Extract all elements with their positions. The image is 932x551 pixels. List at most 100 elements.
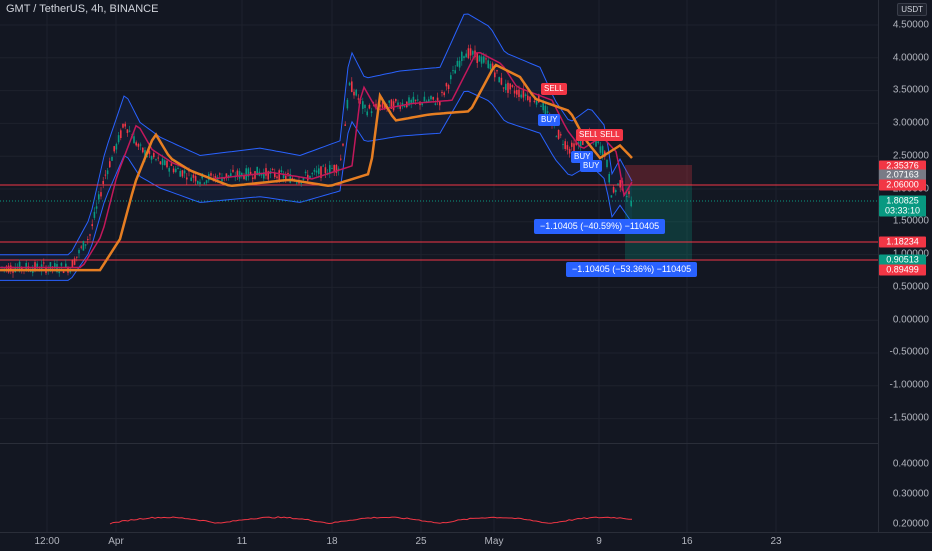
candle-body (571, 142, 573, 147)
candle-body (608, 173, 610, 183)
candle-body (520, 94, 522, 98)
price-label: 3.50000 (892, 84, 929, 96)
price-label: 1.00000 (893, 249, 929, 260)
candle-body (628, 191, 630, 195)
pane-divider[interactable] (0, 443, 932, 444)
price-label: -1.50000 (889, 412, 929, 424)
candle-body (241, 172, 243, 177)
time-label: 12:00 (34, 536, 60, 547)
candle-body (467, 48, 470, 59)
candle-body (144, 150, 146, 158)
candle-body (333, 164, 335, 172)
candle-body (12, 271, 14, 273)
candle-body (106, 170, 109, 175)
candle-body (491, 63, 494, 69)
candlestick-chart[interactable] (0, 0, 878, 532)
candle-body (412, 96, 415, 103)
candle-body (256, 166, 258, 176)
candle-body (124, 123, 126, 127)
candle-body (197, 181, 199, 184)
time-label: 18 (326, 536, 338, 547)
sell-signal[interactable]: SELL (597, 129, 623, 141)
candle-body (485, 58, 487, 60)
candle-body (309, 175, 311, 179)
buy-signal[interactable]: BUY (538, 114, 561, 126)
candle-body (447, 85, 450, 90)
band-fill (0, 14, 632, 281)
time-label: 9 (596, 536, 602, 547)
candle-body (34, 262, 36, 270)
candle-body (364, 105, 366, 108)
candle-body (150, 156, 153, 160)
candle-body (170, 163, 173, 166)
price-chart-pane[interactable] (0, 0, 878, 532)
candle-body (62, 271, 65, 273)
sell-signal[interactable]: SELL (576, 129, 602, 141)
candle-body (65, 263, 67, 268)
price-tag-target: 0.90513 (879, 254, 926, 266)
currency-badge[interactable]: USDT (897, 3, 927, 16)
time-axis[interactable]: 12:00 Apr 11 18 25 May 9 16 23 (0, 532, 932, 551)
candle-body (381, 101, 384, 108)
sell-signal[interactable]: SELL (541, 83, 567, 95)
candle-body (612, 187, 615, 193)
candle-body (137, 143, 140, 147)
upper-band-line (0, 13, 633, 256)
candle-body (489, 63, 492, 69)
candle-body (98, 194, 100, 200)
position-pnl-label[interactable]: −1.10405 (−40.59%) −110405 (534, 219, 666, 234)
price-label: 2.50000 (892, 150, 929, 162)
stop-loss-zone (625, 165, 692, 185)
candle-body (540, 105, 542, 107)
candle-body (355, 89, 357, 96)
candle-body (395, 98, 397, 102)
candle-body (221, 177, 223, 182)
candle-body (582, 138, 584, 145)
candle-body (496, 70, 498, 72)
price-label: -1.00000 (889, 379, 929, 391)
price-label: 3.00000 (892, 117, 929, 129)
candle-body (166, 160, 168, 168)
candle-body (315, 170, 318, 173)
candle-body (36, 263, 38, 269)
position-pnl-label[interactable]: −1.10405 (−53.36%) −110405 (566, 262, 698, 277)
candle-body (535, 100, 538, 105)
candle-body (304, 171, 307, 174)
candle-body (183, 170, 186, 174)
price-tag-level: 2.07163 (879, 169, 926, 181)
candle-body (340, 158, 342, 160)
candle-body (122, 123, 124, 128)
candle-body (148, 150, 151, 155)
candle-body (175, 168, 177, 173)
candle-body (285, 175, 287, 180)
candle-body (370, 111, 373, 114)
candle-body (522, 89, 525, 98)
candle-body (324, 167, 327, 174)
buy-signal[interactable]: BUY (580, 160, 603, 172)
candle-body (232, 169, 234, 172)
candle-body (388, 100, 390, 103)
candle-body (617, 183, 619, 185)
candle-body (58, 271, 60, 274)
candle-body (73, 258, 76, 265)
candle-body (168, 168, 170, 172)
candle-body (564, 141, 566, 150)
price-label: -0.50000 (889, 346, 929, 358)
candle-body (100, 192, 102, 197)
countdown-tag: 03:33:10 (879, 205, 926, 217)
price-tag-stop: 2.35376 (879, 160, 926, 172)
candle-body (597, 141, 599, 143)
candle-body (461, 51, 463, 62)
candle-body (575, 141, 577, 145)
indicator-line (109, 516, 633, 525)
candle-body (43, 262, 45, 264)
candle-body (610, 195, 613, 198)
lower-band-line (0, 90, 633, 281)
candle-body (351, 81, 353, 92)
candle-body (60, 263, 63, 266)
price-label: 0.00000 (892, 314, 929, 326)
candle-body (120, 130, 122, 139)
candle-body (439, 101, 441, 106)
candle-body (219, 173, 221, 175)
symbol-title[interactable]: GMT / TetherUS, 4h, BINANCE (6, 3, 159, 15)
